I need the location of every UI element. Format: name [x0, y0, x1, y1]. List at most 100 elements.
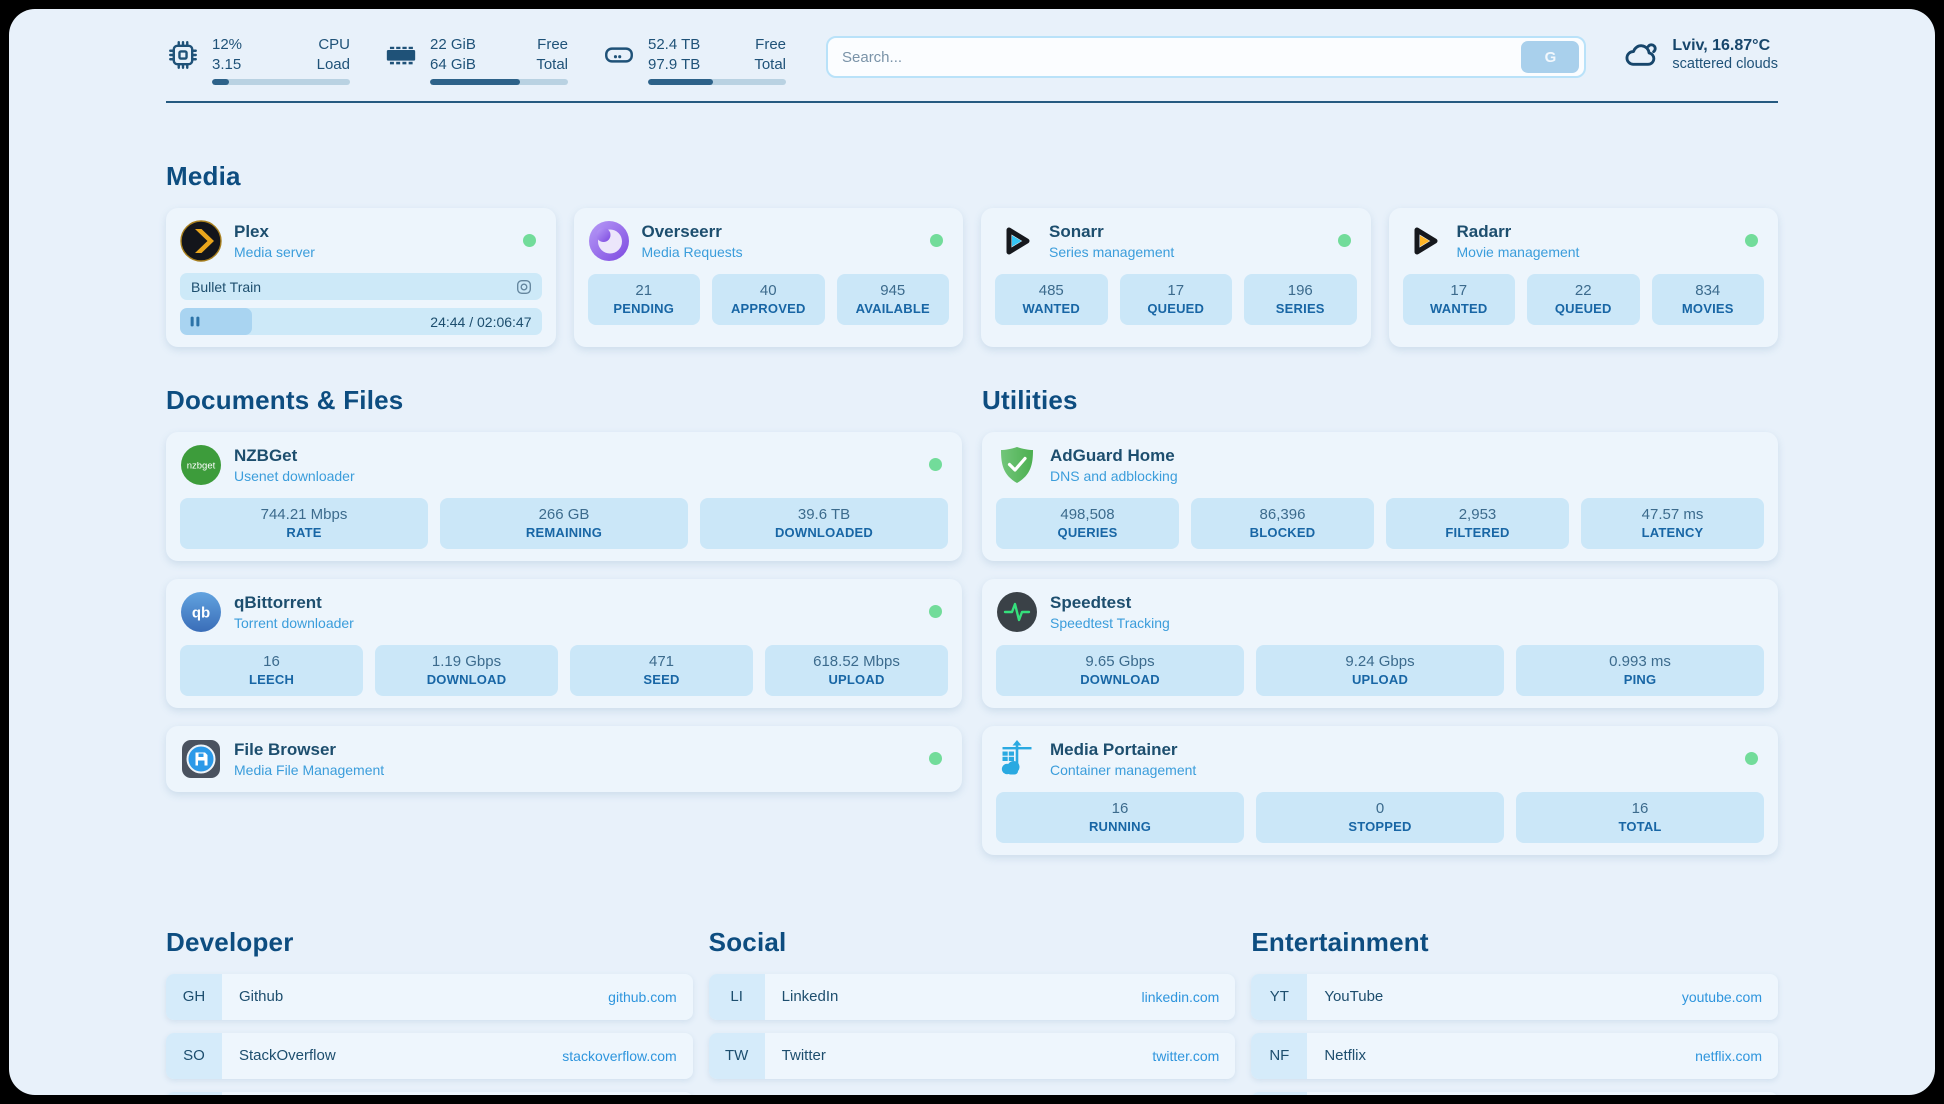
- bookmark-abbr: NF: [1251, 1032, 1308, 1079]
- status-dot: [929, 458, 942, 471]
- section-title-developer: Developer: [166, 926, 294, 957]
- filebrowser-icon: [180, 738, 222, 780]
- stat-tile: 834 MOVIES: [1651, 274, 1764, 325]
- bookmark-url: twitter.com: [1152, 1047, 1220, 1064]
- stat-label: UPLOAD: [828, 671, 885, 687]
- service-title: AdGuard Home: [1050, 445, 1175, 465]
- stat-tile: 40 APPROVED: [712, 274, 825, 325]
- stat-tile: 39.6 TB DOWNLOADED: [700, 498, 948, 549]
- service-card-radarr[interactable]: Radarr Movie management 17 WANTED 22 QUE…: [1388, 208, 1778, 347]
- bookmark-name: Netflix: [1324, 1047, 1367, 1065]
- service-subtitle: Usenet downloader: [234, 468, 355, 485]
- bookmark-name: StackOverflow: [239, 1047, 336, 1065]
- memory-icon: [386, 46, 416, 65]
- service-card-filebrowser[interactable]: File Browser Media File Management: [166, 725, 962, 792]
- service-card-sonarr[interactable]: Sonarr Series management 485 WANTED 17 Q…: [981, 208, 1371, 347]
- service-card-plex[interactable]: Plex Media server Bullet Train 24:44 /: [166, 208, 556, 347]
- stat-tile: 22 QUEUED: [1527, 274, 1640, 325]
- bookmark-twitter[interactable]: TW Twitter twitter.com: [708, 1032, 1236, 1079]
- stat-tile: 618.52 Mbps UPLOAD: [765, 644, 948, 696]
- portainer-icon: [996, 738, 1038, 780]
- top-bar: 12% CPU 3.15 Load: [166, 35, 1778, 85]
- service-subtitle: Media Requests: [641, 244, 743, 261]
- service-card-qbittorrent[interactable]: qb qBittorrent Torrent downloader 16 LEE…: [166, 578, 962, 708]
- search-bar[interactable]: G: [826, 36, 1587, 78]
- disk-usage-bar-fill: [648, 79, 713, 85]
- bookmark-url: dev.to: [640, 1092, 693, 1095]
- bookmark-url: netflix.com: [1695, 1047, 1762, 1064]
- bookmark-github[interactable]: GH Github github.com: [166, 973, 693, 1020]
- stat-value: 945: [880, 282, 906, 299]
- cpu-label-top: CPU: [318, 36, 350, 53]
- bookmark-youtube[interactable]: YT YouTube youtube.com: [1251, 973, 1778, 1020]
- stat-tile: 16 LEECH: [180, 644, 363, 696]
- cpu-label-bottom: Load: [316, 55, 350, 73]
- service-card-adguard[interactable]: AdGuard Home DNS and adblocking 498,508 …: [982, 432, 1778, 561]
- stat-tile: 0.993 ms PING: [1516, 644, 1764, 696]
- stat-value: 16: [1631, 799, 1649, 817]
- stat-label: WANTED: [1429, 301, 1488, 316]
- memory-widget: 22 GiB Free 64 GiB Total: [384, 35, 568, 85]
- bookmark-dev[interactable]: DT DEV dev.to: [166, 1091, 693, 1095]
- status-dot: [929, 604, 942, 618]
- stat-label: LEECH: [248, 671, 295, 687]
- stat-label: TOTAL: [1618, 818, 1662, 834]
- stat-tile: 17 WANTED: [1402, 274, 1515, 325]
- service-card-speedtest[interactable]: Speedtest Speedtest Tracking 9.65 Gbps D…: [982, 578, 1778, 708]
- section-entertainment: Entertainment YT YouTube youtube.com NF …: [1251, 927, 1778, 1095]
- bookmark-stackoverflow[interactable]: SO StackOverflow stackoverflow.com: [166, 1032, 693, 1079]
- service-subtitle: Media server: [234, 244, 315, 261]
- stat-value: 618.52 Mbps: [813, 652, 900, 670]
- stat-tile: 17 QUEUED: [1119, 274, 1232, 325]
- service-card-portainer[interactable]: Media Portainer Container management 16 …: [982, 725, 1778, 855]
- stat-value: 9.65 Gbps: [1085, 652, 1155, 670]
- cpu-usage-bar: [212, 79, 350, 85]
- service-card-overseerr[interactable]: Overseerr Media Requests 21 PENDING 40 A…: [573, 208, 963, 347]
- weather-condition: scattered clouds: [1672, 56, 1778, 72]
- bookmark-url: github.com: [608, 988, 677, 1005]
- service-subtitle: Speedtest Tracking: [1050, 615, 1170, 632]
- search-input[interactable]: [842, 48, 1522, 66]
- section-title-utilities: Utilities: [982, 385, 1078, 415]
- section-title-social: Social: [708, 926, 787, 957]
- stat-label: UPLOAD: [1351, 671, 1409, 687]
- bookmark-linkedin[interactable]: LI LinkedIn linkedin.com: [708, 973, 1236, 1020]
- stat-label: REMAINING: [525, 525, 603, 540]
- stat-value: 17: [1167, 282, 1185, 299]
- radarr-icon: [1403, 220, 1445, 262]
- stat-tile: 9.24 Gbps UPLOAD: [1256, 644, 1504, 696]
- weather-widget: Lviv, 16.87°C scattered clouds: [1622, 35, 1778, 73]
- service-subtitle: Container management: [1050, 761, 1197, 778]
- stat-label: DOWNLOADED: [774, 525, 874, 540]
- bookmark-name: Twitter: [781, 1047, 826, 1065]
- status-dot: [929, 751, 942, 765]
- stat-tile: 945 AVAILABLE: [836, 274, 949, 325]
- qbittorrent-icon: qb: [180, 591, 222, 633]
- stat-tile: 21 PENDING: [587, 274, 700, 325]
- cpu-usage-bar-fill: [212, 79, 229, 85]
- stat-label: FILTERED: [1445, 525, 1510, 540]
- stat-label: STOPPED: [1348, 818, 1412, 834]
- dashboard-page: 12% CPU 3.15 Load: [9, 9, 1935, 1095]
- bookmark-abbr: TW: [708, 1032, 765, 1079]
- stat-label: DOWNLOAD: [1080, 671, 1160, 687]
- service-title: Sonarr: [1049, 221, 1104, 241]
- bookmark-abbr: RE: [1251, 1091, 1308, 1095]
- stat-tile: 16 RUNNING: [996, 791, 1244, 843]
- stat-value: 21: [635, 282, 653, 299]
- memory-total: 64 GiB: [430, 55, 476, 73]
- bookmark-url: youtube.com: [1681, 988, 1762, 1005]
- section-title-documents: Documents & Files: [166, 385, 404, 415]
- disk-icon: [605, 47, 633, 63]
- sonarr-icon: [995, 220, 1037, 262]
- bookmark-netflix[interactable]: NF Netflix netflix.com: [1251, 1032, 1778, 1079]
- service-card-nzbget[interactable]: nzbget NZBGet Usenet downloader 744.21 M…: [166, 432, 962, 561]
- service-title: Radarr: [1456, 221, 1512, 241]
- overseerr-icon: [588, 220, 630, 262]
- bookmark-abbr: GH: [166, 973, 222, 1020]
- stat-value: 471: [648, 652, 675, 670]
- search-button[interactable]: G: [1521, 41, 1580, 73]
- memory-usage-bar-fill: [430, 79, 520, 85]
- stat-value: 834: [1695, 282, 1721, 299]
- bookmark-reddit[interactable]: RE Reddit reddit.com: [1251, 1091, 1778, 1095]
